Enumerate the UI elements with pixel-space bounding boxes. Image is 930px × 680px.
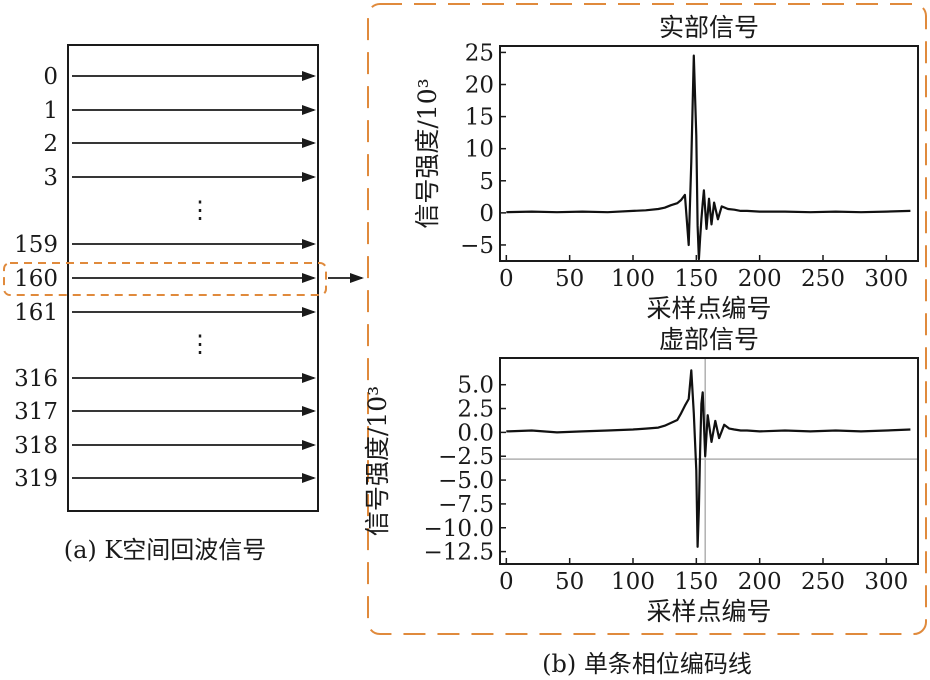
row-label-317: 317 — [14, 399, 58, 425]
x-tick-label: 300 — [864, 266, 908, 292]
x-tick-label: 300 — [864, 569, 908, 595]
x-tick-label: 0 — [499, 569, 514, 595]
x-tick-label: 150 — [674, 569, 718, 595]
row-label-316: 316 — [14, 366, 58, 392]
x-axis-label: 采样点编号 — [646, 294, 771, 323]
x-axis-label: 采样点编号 — [646, 597, 771, 626]
kspace-row: 319 — [14, 466, 316, 492]
kspace-row: 3 — [43, 165, 316, 191]
y-tick-label: −5 — [460, 233, 494, 259]
phase-line-container — [367, 3, 927, 635]
y-tick-label: 15 — [465, 105, 494, 131]
kspace-row: 318 — [14, 433, 316, 459]
kspace-row: 317 — [14, 399, 316, 425]
signal-line-0 — [506, 369, 911, 548]
signal-line-0 — [506, 54, 911, 261]
x-tick-label: 200 — [738, 266, 782, 292]
x-tick-label: 200 — [738, 569, 782, 595]
kspace-box — [67, 44, 319, 512]
plot-frame — [499, 357, 919, 565]
kspace-row: 316 — [14, 366, 316, 392]
x-tick-label: 250 — [801, 569, 845, 595]
x-tick-label: 100 — [611, 569, 655, 595]
x-tick-label: 250 — [801, 266, 845, 292]
row-label-2: 2 — [43, 131, 58, 157]
y-tick-label: −2.5 — [438, 444, 494, 470]
kspace-panel: 0 1 2 3 ⋮ 159 160 161 ⋮ — [3, 44, 364, 564]
y-axis-label: 信号强度/10³ — [413, 78, 442, 228]
highlight-box — [3, 262, 327, 296]
x-tick-label: 0 — [499, 266, 514, 292]
chart-title: 实部信号 — [659, 13, 759, 42]
y-tick-label: 5.0 — [457, 373, 494, 399]
y-tick-label: 20 — [465, 73, 494, 99]
kspace-row: 2 — [43, 131, 316, 157]
x-tick-label: 50 — [555, 569, 584, 595]
y-tick-label: −5.0 — [438, 468, 494, 494]
ellipsis-top: ⋮ — [188, 196, 212, 224]
y-tick-label: 10 — [465, 137, 494, 163]
kspace-row: 1 — [43, 98, 316, 124]
row-label-3: 3 — [43, 165, 58, 191]
y-tick-label: −7.5 — [438, 492, 494, 518]
y-tick-label: 0.0 — [457, 420, 494, 446]
x-tick-label: 100 — [611, 266, 655, 292]
y-tick-label: −12.5 — [424, 540, 494, 566]
row-label-0: 0 — [43, 64, 58, 90]
kspace-row: 161 — [14, 300, 316, 326]
caption-a: (a) K空间回波信号 — [64, 536, 267, 564]
x-tick-label: 50 — [555, 266, 584, 292]
row-label-159: 159 — [14, 232, 58, 258]
y-tick-label: −10.0 — [424, 516, 494, 542]
kspace-row-highlighted: 160 — [14, 266, 316, 292]
y-axis-label: 信号强度/10³ — [363, 386, 392, 536]
row-label-160: 160 — [14, 266, 58, 292]
kspace-row: 0 — [43, 64, 316, 90]
row-label-319: 319 — [14, 466, 58, 492]
y-tick-label: 2.5 — [457, 397, 494, 423]
caption-b: (b) 单条相位编码线 — [542, 650, 752, 678]
y-tick-label: 0 — [479, 201, 494, 227]
y-tick-label: 25 — [465, 40, 494, 66]
row-label-161: 161 — [14, 300, 58, 326]
chart-title: 虚部信号 — [659, 325, 759, 354]
kspace-row: 159 — [14, 232, 316, 258]
ellipsis-mid: ⋮ — [188, 330, 212, 358]
x-tick-label: 150 — [674, 266, 718, 292]
row-label-1: 1 — [43, 98, 58, 124]
plot-frame — [499, 45, 919, 262]
y-tick-label: 5 — [479, 169, 494, 195]
row-label-318: 318 — [14, 433, 58, 459]
